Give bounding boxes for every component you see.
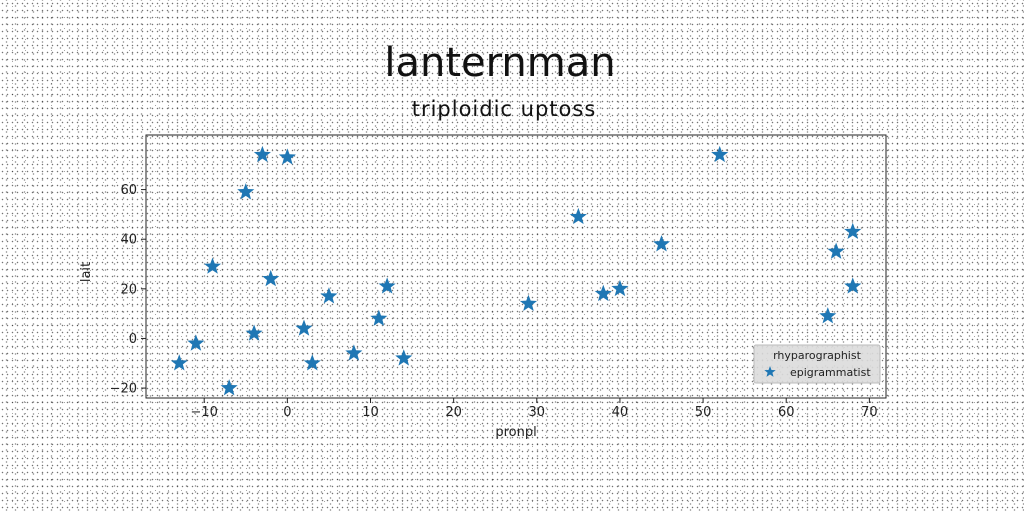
chart-subtitle: triploidic uptoss: [412, 97, 597, 121]
plot-area: −10 0 10 20 30 40 50 60 70 −20 0 20 40 60: [110, 134, 887, 420]
data-point-star: [611, 279, 629, 297]
data-point-star: [378, 277, 396, 294]
data-point-star: [220, 379, 238, 396]
data-point-star: [844, 222, 862, 240]
data-point-star: [320, 287, 338, 304]
x-tick-label: 30: [529, 405, 546, 420]
x-tick-label: 50: [695, 405, 712, 420]
x-axis-label: pronpl: [495, 425, 536, 440]
y-tick-label: 20: [120, 282, 137, 297]
y-axis-ticks: −20 0 20 40 60: [110, 183, 146, 397]
data-point-star: [370, 309, 388, 326]
x-tick-label: 60: [778, 405, 795, 420]
data-point-star: [245, 324, 263, 341]
legend-star-icon: [764, 366, 776, 377]
data-point-star: [303, 354, 321, 371]
data-point-star: [203, 257, 222, 274]
legend-title: rhyparographist: [773, 349, 862, 362]
data-point-star: [262, 269, 280, 287]
data-point-star: [170, 354, 188, 371]
legend-box: [753, 344, 881, 384]
y-tick-label: 60: [120, 183, 137, 198]
data-point-star: [237, 183, 255, 200]
x-tick-label: 70: [861, 405, 878, 420]
x-axis-ticks: −10 0 10 20 30 40 50 60 70: [190, 398, 878, 420]
legend: rhyparographist epigrammatist: [753, 344, 881, 384]
legend-series-label: epigrammatist: [790, 366, 871, 379]
data-point-star: [253, 145, 271, 163]
data-point-star: [295, 319, 313, 336]
x-tick-label: −10: [190, 405, 217, 420]
chart-title: lanternman: [384, 40, 615, 86]
data-point-star: [844, 277, 862, 294]
plot-frame: [145, 134, 887, 399]
data-point-star: [711, 145, 729, 163]
data-point-star: [827, 242, 845, 259]
data-point-star: [345, 344, 363, 361]
data-point-star: [519, 294, 538, 311]
y-tick-label: 0: [129, 332, 137, 347]
data-point-star: [187, 334, 205, 351]
data-points: [170, 145, 862, 396]
x-tick-label: 40: [612, 405, 629, 420]
data-point-star: [652, 235, 671, 252]
data-point-star: [278, 148, 296, 165]
x-tick-label: 0: [283, 405, 291, 420]
data-point-star: [594, 284, 612, 302]
y-tick-label: −20: [110, 382, 137, 397]
x-tick-label: 10: [362, 405, 379, 420]
y-tick-label: 40: [120, 233, 137, 248]
data-point-star: [819, 307, 837, 324]
data-point-star: [395, 349, 413, 366]
x-tick-label: 20: [445, 405, 462, 420]
y-axis-label: lait: [79, 262, 94, 282]
data-point-star: [569, 207, 587, 225]
